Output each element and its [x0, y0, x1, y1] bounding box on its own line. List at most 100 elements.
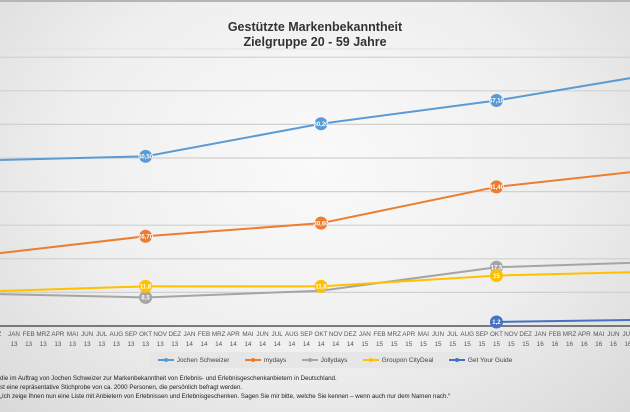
- series-groupon-citydeal: 11,8 11,8 15: [0, 269, 630, 293]
- legend-swatch: [362, 357, 379, 362]
- x-tick-month: JAN: [8, 331, 20, 338]
- x-tick-month: MRZ: [387, 331, 401, 338]
- x-tick-month: APR: [51, 331, 64, 338]
- x-tick-month: OKT: [490, 331, 503, 338]
- legend-item: Groupon CityDeal: [362, 356, 434, 364]
- legend-swatch: [301, 357, 318, 362]
- x-tick-year: 15: [420, 341, 428, 348]
- x-tick-year: 15: [508, 341, 516, 348]
- x-tick-year: 15: [478, 341, 486, 348]
- data-label: 67,10: [489, 99, 505, 105]
- x-tick-year: 13: [142, 341, 150, 348]
- x-tick-year: 15: [434, 341, 442, 348]
- x-tick-month: DEZ: [519, 331, 532, 338]
- x-tick-month: JAN: [359, 331, 371, 338]
- x-tick-month: AUG: [285, 331, 299, 338]
- x-tick-month: MAI: [67, 331, 78, 338]
- x-tick-month: NOV: [153, 331, 167, 338]
- footnote-3: „Ich zeige Ihnen nun eine Liste mit Anbi…: [0, 393, 451, 400]
- x-tick-year: 15: [405, 341, 413, 348]
- x-tick-year: 14: [288, 341, 296, 348]
- data-label: 1,2: [492, 320, 501, 326]
- x-tick-year: 13: [69, 341, 77, 348]
- x-tick-month: MAI: [242, 331, 253, 338]
- x-tick-month: MRZ: [212, 331, 226, 338]
- x-tick-month: JUN: [81, 331, 94, 338]
- x-tick-year: 14: [230, 341, 238, 348]
- x-tick-year: 15: [522, 341, 530, 348]
- x-tick-year: 15: [493, 341, 501, 348]
- x-tick-month: FEB: [549, 331, 561, 338]
- x-tick-year: 15: [391, 341, 399, 348]
- top-border: [0, 0, 630, 2]
- data-label: 60,20: [314, 122, 330, 128]
- x-tick-year: 14: [347, 341, 355, 348]
- data-label: 15: [493, 274, 500, 280]
- x-tick-year: 15: [449, 341, 457, 348]
- x-tick-year: 14: [186, 341, 194, 348]
- x-tick-month: JAN: [534, 331, 546, 338]
- x-tick-month: FEB: [198, 331, 210, 338]
- x-tick-month: SEP: [300, 331, 313, 338]
- chart-subtitle: Zielgruppe 20 - 59 Jahre: [243, 35, 387, 49]
- legend-label: Jollydays: [320, 356, 348, 364]
- x-tick-month: NOV: [504, 331, 518, 338]
- data-label: 8,5: [141, 296, 150, 302]
- x-tick-month: JUL: [272, 331, 284, 338]
- x-tick-month: AUG: [460, 331, 474, 338]
- data-point: [139, 279, 153, 293]
- data-point: [489, 315, 503, 329]
- x-tick-year: 13: [98, 341, 106, 348]
- data-label: 41,40: [489, 185, 505, 191]
- x-tick-month: SEP: [125, 331, 138, 338]
- legend-item: Jochen Schweizer: [157, 356, 230, 364]
- x-tick-year: 16: [595, 341, 603, 348]
- x-tick-month: OKT: [139, 331, 152, 338]
- x-tick-year: 13: [40, 341, 48, 348]
- x-tick-month: MRZ: [36, 331, 50, 338]
- legend-label: Jochen Schweizer: [176, 356, 230, 364]
- x-tick-month: APR: [227, 331, 240, 338]
- series-mydays: 26,70 30,60 41,40: [0, 171, 630, 255]
- x-tick-year: 13: [171, 341, 179, 348]
- legend-swatch: [448, 357, 465, 362]
- data-point: [139, 149, 153, 163]
- x-tick-month: JUN: [607, 331, 620, 338]
- x-tick-year: 14: [244, 341, 252, 348]
- x-tick-year: 15: [376, 341, 384, 348]
- data-point: [314, 117, 328, 131]
- x-tick-month: MAI: [418, 331, 429, 338]
- series-jochen-schweizer: 50,50 60,20 67,10: [0, 77, 630, 163]
- data-label: 11,8: [140, 285, 152, 291]
- series-line: [0, 171, 630, 255]
- data-label: 30,60: [314, 221, 330, 227]
- x-tick-month: AUG: [110, 331, 124, 338]
- data-point: [139, 290, 153, 304]
- data-label: 50,50: [138, 155, 154, 161]
- x-tick-month: DEZ: [169, 331, 182, 338]
- x-tick-month: FEB: [373, 331, 385, 338]
- x-tick-year: 16: [625, 341, 630, 348]
- series-line: [496, 318, 630, 323]
- x-tick-month: JAN: [183, 331, 195, 338]
- x-tick-year: 13: [25, 341, 33, 348]
- legend-label: Groupon CityDeal: [381, 356, 434, 364]
- x-tick-month: OKT: [315, 331, 328, 338]
- x-tick-year: 14: [201, 341, 209, 348]
- legend-label: mydays: [263, 356, 287, 364]
- x-tick-year: 16: [537, 341, 545, 348]
- legend-item: mydays: [244, 356, 287, 364]
- x-tick-year: 13: [113, 341, 121, 348]
- x-tick-year: 13: [127, 341, 135, 348]
- data-point: [314, 279, 328, 293]
- footnote-2: st eine repräsentative Stichprobe von ca…: [0, 384, 243, 391]
- x-tick-month: JUN: [256, 331, 269, 338]
- x-tick-year: 15: [464, 341, 472, 348]
- x-tick-year: 13: [157, 341, 165, 348]
- x-tick-year: 14: [332, 341, 340, 348]
- x-tick-year: 16: [581, 341, 589, 348]
- x-tick-month: JUL: [447, 331, 459, 338]
- data-point: [314, 216, 328, 230]
- x-tick-year: 13: [10, 341, 18, 348]
